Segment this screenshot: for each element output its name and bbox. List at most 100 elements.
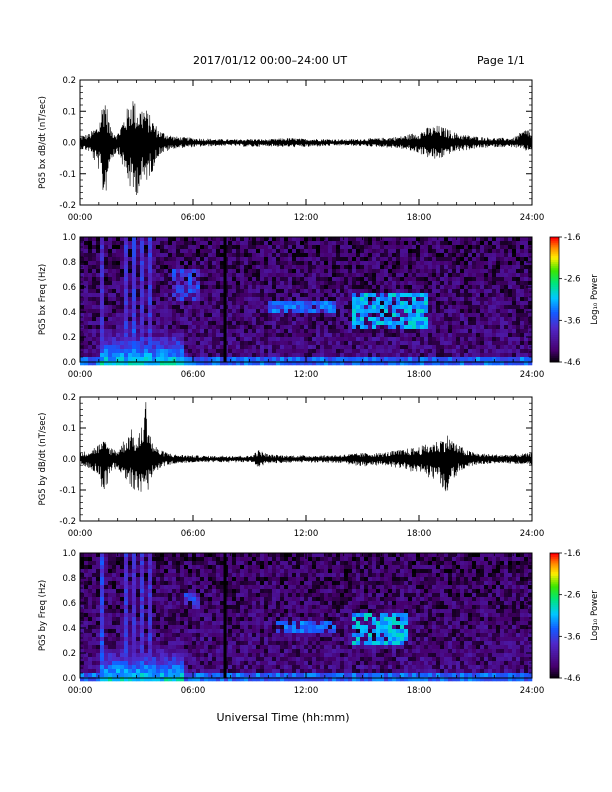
spectrogram-cell <box>416 269 421 274</box>
spectrogram-cell <box>144 605 149 610</box>
spectrogram-cell <box>180 293 185 298</box>
spectrogram-cell <box>432 237 437 242</box>
spectrogram-cell <box>184 241 189 246</box>
spectrogram-cell <box>416 353 421 358</box>
spectrogram-cell <box>120 321 125 326</box>
spectrogram-cell <box>492 353 497 358</box>
spectrogram-cell <box>140 649 145 654</box>
colorbar-segment <box>550 305 559 309</box>
spectrogram-cell <box>508 293 513 298</box>
spectrogram-cell <box>476 321 481 326</box>
spectrogram-cell <box>428 361 433 366</box>
spectrogram-cell <box>168 645 173 650</box>
spectrogram-cell <box>420 265 425 270</box>
spectrogram-cell <box>252 333 257 338</box>
spectrogram-cell <box>404 277 409 282</box>
spectrogram-cell <box>196 341 201 346</box>
spectrogram-cell <box>96 637 101 642</box>
spectrogram-cell <box>256 265 261 270</box>
spectrogram-cell <box>256 357 261 362</box>
spectrogram-cell <box>220 313 225 318</box>
spectrogram-cell <box>148 269 153 274</box>
spectrogram-cell <box>504 337 509 342</box>
spectrogram-cell <box>272 273 277 278</box>
spectrogram-cell <box>140 353 145 358</box>
spectrogram-cell <box>112 605 117 610</box>
spectrogram-cell <box>436 269 441 274</box>
spectrogram-cell <box>520 293 525 298</box>
spectrogram-cell <box>360 333 365 338</box>
spectrogram-cell <box>100 265 105 270</box>
spectrogram-cell <box>96 325 101 330</box>
spectrogram-cell <box>104 649 109 654</box>
spectrogram-cell <box>252 357 257 362</box>
spectrogram-cell <box>480 309 485 314</box>
spectrogram-cell <box>260 325 265 330</box>
spectrogram-cell <box>212 297 217 302</box>
spectrogram-cell <box>92 237 97 242</box>
spectrogram-cell <box>176 317 181 322</box>
spectrogram-cell <box>468 325 473 330</box>
spectrogram-cell <box>176 349 181 354</box>
spectrogram-cell <box>104 633 109 638</box>
spectrogram-cell <box>152 345 157 350</box>
spectrogram-cell <box>184 249 189 254</box>
spectrogram-cell <box>128 621 133 626</box>
spectrogram-cell <box>140 341 145 346</box>
spectrogram-cell <box>264 269 269 274</box>
spectrogram-cell <box>336 253 341 258</box>
spectrogram-cell <box>520 333 525 338</box>
spectrogram-cell <box>208 357 213 362</box>
spectrogram-cell <box>132 333 137 338</box>
colorbar-segment <box>550 295 559 298</box>
spectrogram-cell <box>116 341 121 346</box>
spectrogram-cell <box>440 269 445 274</box>
spectrogram-cell <box>164 565 169 570</box>
spectrogram-cell <box>292 349 297 354</box>
spectrogram-cell <box>296 353 301 358</box>
spectrogram-cell <box>236 277 241 282</box>
spectrogram-cell <box>92 625 97 630</box>
spectrogram-cell <box>172 677 177 682</box>
spectrogram-cell <box>152 573 157 578</box>
spectrogram-cell <box>196 333 201 338</box>
spectrogram-cell <box>356 345 361 350</box>
spectrogram-cell <box>440 285 445 290</box>
spectrogram-cell <box>180 241 185 246</box>
spectrogram-cell <box>232 337 237 342</box>
spectrogram-cell <box>320 297 325 302</box>
spectrogram-cell <box>180 345 185 350</box>
spectrogram-cell <box>492 257 497 262</box>
spectrogram-cell <box>500 245 505 250</box>
spectrogram-cell <box>284 337 289 342</box>
spectrogram-cell <box>144 561 149 566</box>
spectrogram-cell <box>316 237 321 242</box>
spectrogram-cell <box>80 241 85 246</box>
spectrogram-cell <box>268 361 273 366</box>
spectrogram-cell <box>156 637 161 642</box>
spectrogram-cell <box>188 277 193 282</box>
spectrogram-cell <box>424 321 429 326</box>
spectrogram-cell <box>348 249 353 254</box>
spectrogram-cell <box>176 301 181 306</box>
spectrogram-cell <box>328 273 333 278</box>
colorbar-segment <box>550 270 559 273</box>
spectrogram-cell <box>292 289 297 294</box>
spectrogram-cell <box>120 261 125 266</box>
spectrogram-cell <box>260 313 265 318</box>
spectrogram-cell <box>276 293 281 298</box>
spectrogram-cell <box>168 641 173 646</box>
spectrogram-cell <box>88 601 93 606</box>
spectrogram-cell <box>136 645 141 650</box>
spectrogram-cell <box>328 241 333 246</box>
spectrogram-cell <box>132 257 137 262</box>
spectrogram-cell <box>100 557 105 562</box>
spectrogram-cell <box>500 333 505 338</box>
spectrogram-cell <box>236 341 241 346</box>
spectrogram-cell <box>388 349 393 354</box>
spectrogram-cell <box>388 245 393 250</box>
spectrogram-cell <box>116 609 121 614</box>
spectrogram-cell <box>196 589 201 594</box>
spectrogram-cell <box>516 341 521 346</box>
spectrogram-cell <box>196 621 201 626</box>
